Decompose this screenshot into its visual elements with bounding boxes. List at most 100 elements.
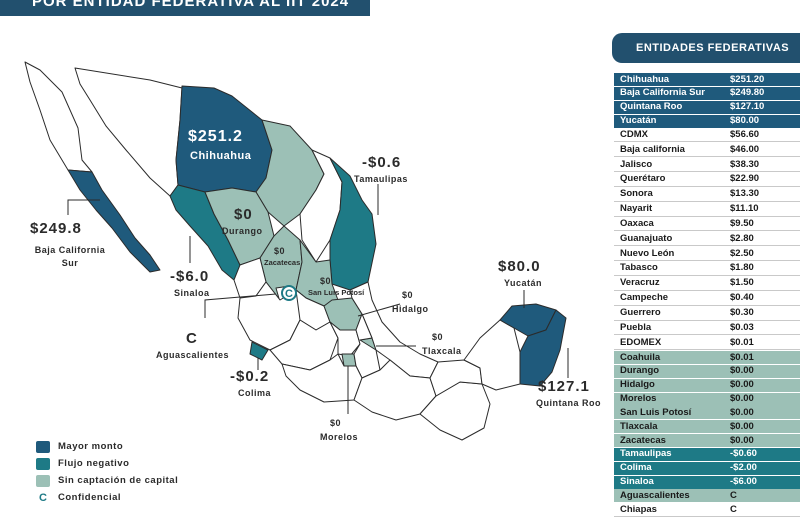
- label-quintana-roo-name: Quintana Roo: [536, 398, 601, 408]
- table-cell-entidad: Guanajuato: [620, 232, 673, 244]
- table-cell-entidad: Nayarit: [620, 203, 653, 215]
- table-row: Sinaloa -$6.00: [614, 475, 800, 489]
- mexico-map: C: [24, 61, 569, 441]
- table-cell-monto: $38.30: [730, 158, 760, 170]
- label-tlaxcala-name: Tlaxcala: [422, 346, 462, 356]
- table-cell-monto: $0.40: [730, 292, 754, 304]
- table-row: CDMX $56.60: [614, 128, 800, 143]
- label-morelos-name: Morelos: [320, 432, 359, 442]
- table-cell-entidad: Durango: [620, 365, 660, 377]
- table-row: Chihuahua $251.20: [614, 73, 800, 86]
- table-cell-monto: $1.50: [730, 277, 754, 289]
- table-cell-monto: $0.00: [730, 365, 754, 377]
- label-yucatan-value: $80.0: [498, 258, 541, 275]
- label-tamaulipas-name: Tamaulipas: [354, 174, 408, 184]
- table-row: Tabasco $1.80: [614, 261, 800, 276]
- entidades-table: Chihuahua $251.20 Baja California Sur $249.…: [614, 73, 800, 518]
- table-cell-monto: $0.01: [730, 336, 754, 348]
- label-colima-name: Colima: [238, 388, 272, 398]
- table-row: Yucatán $80.00: [614, 114, 800, 128]
- table-cell-monto: $0.00: [730, 434, 754, 446]
- table-cell-monto: C: [730, 489, 737, 501]
- table-cell-monto: -$2.00: [730, 462, 757, 474]
- table-cell-entidad: Quintana Roo: [620, 101, 683, 113]
- label-sinaloa-name: Sinaloa: [174, 288, 210, 298]
- legend-swatch-negativo: [36, 458, 50, 470]
- label-morelos-value: $0: [330, 418, 342, 428]
- label-sinaloa-value: -$6.0: [170, 268, 210, 285]
- table-cell-monto: -$6.00: [730, 476, 757, 488]
- table-row: San Luis Potosí $0.00: [614, 406, 800, 420]
- table-cell-monto: C: [730, 503, 737, 515]
- label-bcs-name: Baja California Sur: [34, 245, 106, 268]
- table-row: Veracruz $1.50: [614, 276, 800, 291]
- table-cell-entidad: Coahuila: [620, 351, 661, 363]
- table-cell-entidad: Jalisco: [620, 158, 653, 170]
- state-baja-california-sur: [67, 169, 161, 273]
- table-cell-monto: $9.50: [730, 217, 754, 229]
- table-cell-entidad: EDOMEX: [620, 336, 662, 348]
- table-cell-monto: $0.03: [730, 321, 754, 333]
- table-row: Durango $0.00: [614, 364, 800, 378]
- table-row: Coahuila $0.01: [614, 351, 800, 365]
- label-slp-name: San Luis Potosí: [308, 288, 365, 297]
- table-cell-entidad: Tlaxcala: [620, 420, 658, 432]
- table-cell-monto: $11.10: [730, 203, 759, 215]
- label-aguascalientes-name: Aguascalientes: [156, 350, 230, 360]
- table-cell-monto: $2.80: [730, 232, 754, 244]
- table-cell-monto: $0.00: [730, 379, 754, 391]
- table-row: Nuevo León $2.50: [614, 247, 800, 262]
- table-cell-entidad: CDMX: [620, 128, 648, 140]
- table-row: Hidalgo $0.00: [614, 378, 800, 392]
- label-quintana-roo-value: $127.1: [538, 378, 590, 395]
- table-cell-entidad: Campeche: [620, 292, 669, 304]
- table-row: Jalisco $38.30: [614, 158, 800, 173]
- table-cell-entidad: Hidalgo: [620, 379, 655, 391]
- table-row: Colima -$2.00: [614, 461, 800, 475]
- leader-bcs: [67, 199, 100, 215]
- table-cell-entidad: Veracruz: [620, 277, 660, 289]
- table-row: Baja california $46.00: [614, 143, 800, 158]
- label-zacatecas-name: Zacatecas: [264, 258, 301, 267]
- page-title: POR ENTIDAD FEDERATIVA AL IIT 2024: [32, 0, 350, 10]
- state-quintana-roo: [519, 309, 567, 387]
- label-hidalgo-value: $0: [402, 290, 414, 300]
- legend-swatch-mayor: [36, 441, 50, 453]
- table-row: Aguascalientes C: [614, 489, 800, 503]
- table-cell-entidad: Baja california: [620, 143, 685, 155]
- table-cell-entidad: Tamaulipas: [620, 448, 672, 460]
- table-cell-monto: $2.50: [730, 247, 754, 259]
- table-row: Puebla $0.03: [614, 321, 800, 336]
- label-chihuahua-name: Chihuahua: [190, 150, 252, 162]
- label-tamaulipas-value: -$0.6: [362, 154, 402, 171]
- label-zacatecas-value: $0: [274, 246, 286, 256]
- state-coahuila: [255, 119, 325, 227]
- table-row: Guanajuato $2.80: [614, 232, 800, 247]
- label-bcs-value: $249.8: [30, 220, 82, 237]
- label-durango-value: $0: [234, 206, 253, 223]
- table-cell-monto: $1.80: [730, 262, 754, 274]
- table-cell-entidad: Guerrero: [620, 307, 661, 318]
- table-row: Tlaxcala $0.00: [614, 420, 800, 434]
- table-cell-monto: -$0.60: [730, 448, 757, 460]
- legend-label: Flujo negativo: [58, 458, 130, 469]
- table-row: Querétaro $22.90: [614, 172, 800, 187]
- table-row: Quintana Roo $127.10: [614, 100, 800, 114]
- table-cell-entidad: Sinaloa: [620, 476, 654, 488]
- table-row: Oaxaca $9.50: [614, 217, 800, 232]
- state-edomex: [329, 321, 361, 357]
- table-header: ENTIDADES FEDERATIVAS: [612, 33, 800, 63]
- table-cell-entidad: San Luis Potosí: [620, 406, 692, 418]
- table-cell-monto: $249.80: [730, 87, 765, 99]
- table-row: Morelos $0.00: [614, 392, 800, 406]
- table-cell-monto: $0.00: [730, 420, 754, 432]
- table-cell-monto: $22.90: [730, 173, 760, 185]
- table-cell-monto: $251.20: [730, 73, 765, 85]
- table-cell-entidad: Oaxaca: [620, 217, 654, 229]
- table-cell-entidad: Morelos: [620, 393, 657, 405]
- table-row: Baja California Sur $249.80: [614, 86, 800, 100]
- leader-hidalgo: [357, 303, 401, 317]
- table-cell-monto: $13.30: [730, 188, 760, 200]
- legend-marker-confidencial: C: [36, 492, 50, 504]
- aguascalientes-marker: [281, 285, 297, 301]
